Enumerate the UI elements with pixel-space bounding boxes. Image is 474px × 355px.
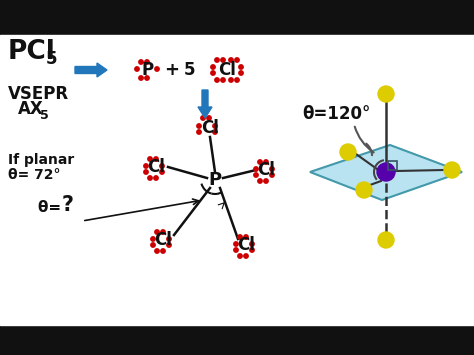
Circle shape bbox=[215, 78, 219, 82]
Circle shape bbox=[238, 235, 242, 239]
Circle shape bbox=[207, 116, 211, 120]
Circle shape bbox=[238, 254, 242, 258]
Circle shape bbox=[254, 173, 258, 177]
Text: Cl: Cl bbox=[218, 61, 236, 79]
Text: +: + bbox=[164, 61, 180, 79]
Polygon shape bbox=[310, 145, 462, 200]
Circle shape bbox=[234, 248, 238, 252]
Bar bbox=[0, 35, 474, 325]
Text: 5: 5 bbox=[184, 61, 196, 79]
Circle shape bbox=[229, 58, 233, 62]
Circle shape bbox=[213, 130, 217, 134]
Circle shape bbox=[197, 124, 201, 128]
Circle shape bbox=[356, 182, 372, 198]
Circle shape bbox=[135, 67, 139, 71]
Circle shape bbox=[264, 160, 268, 164]
Circle shape bbox=[221, 78, 225, 82]
Circle shape bbox=[254, 167, 258, 171]
Circle shape bbox=[270, 167, 274, 171]
Text: VSEPR: VSEPR bbox=[8, 85, 69, 103]
Circle shape bbox=[154, 176, 158, 180]
Circle shape bbox=[155, 67, 159, 71]
Circle shape bbox=[215, 58, 219, 62]
FancyArrow shape bbox=[75, 63, 107, 77]
Text: If planar: If planar bbox=[8, 153, 74, 167]
Circle shape bbox=[250, 242, 254, 246]
Bar bbox=[0, 0, 474, 35]
Text: Cl: Cl bbox=[257, 161, 275, 179]
Circle shape bbox=[244, 235, 248, 239]
Circle shape bbox=[139, 60, 143, 64]
Circle shape bbox=[160, 170, 164, 174]
Text: P: P bbox=[209, 171, 221, 189]
Circle shape bbox=[250, 248, 254, 252]
Text: θ= 72°: θ= 72° bbox=[8, 168, 61, 182]
Text: P: P bbox=[142, 61, 154, 79]
Circle shape bbox=[244, 254, 248, 258]
Circle shape bbox=[235, 58, 239, 62]
Circle shape bbox=[221, 58, 225, 62]
Circle shape bbox=[258, 179, 262, 183]
Text: PCl: PCl bbox=[8, 39, 56, 65]
Bar bbox=[388, 161, 397, 170]
Circle shape bbox=[201, 116, 205, 120]
Circle shape bbox=[144, 164, 148, 168]
Circle shape bbox=[235, 78, 239, 82]
Circle shape bbox=[167, 243, 171, 247]
Circle shape bbox=[161, 230, 165, 234]
Circle shape bbox=[161, 249, 165, 253]
Text: ?: ? bbox=[62, 195, 74, 215]
Circle shape bbox=[148, 157, 152, 161]
Circle shape bbox=[151, 243, 155, 247]
Circle shape bbox=[155, 249, 159, 253]
Text: AX: AX bbox=[18, 100, 44, 118]
Text: Cl: Cl bbox=[147, 158, 165, 176]
Circle shape bbox=[378, 232, 394, 248]
Circle shape bbox=[229, 78, 233, 82]
Circle shape bbox=[197, 130, 201, 134]
Circle shape bbox=[154, 157, 158, 161]
Circle shape bbox=[160, 164, 164, 168]
Text: Cl: Cl bbox=[154, 231, 172, 249]
Circle shape bbox=[258, 160, 262, 164]
Circle shape bbox=[155, 230, 159, 234]
Text: Cl: Cl bbox=[237, 236, 255, 254]
Circle shape bbox=[148, 176, 152, 180]
Text: Cl: Cl bbox=[201, 119, 219, 137]
Text: θ=: θ= bbox=[38, 200, 66, 215]
Bar bbox=[0, 325, 474, 355]
Text: 5: 5 bbox=[40, 109, 49, 122]
Circle shape bbox=[340, 144, 356, 160]
Circle shape bbox=[378, 86, 394, 102]
Circle shape bbox=[239, 65, 243, 69]
Circle shape bbox=[377, 163, 395, 181]
Circle shape bbox=[139, 76, 143, 80]
Circle shape bbox=[444, 162, 460, 178]
Text: θ=120°: θ=120° bbox=[302, 105, 370, 123]
Circle shape bbox=[264, 179, 268, 183]
Circle shape bbox=[151, 237, 155, 241]
Circle shape bbox=[167, 237, 171, 241]
Circle shape bbox=[145, 76, 149, 80]
Circle shape bbox=[211, 65, 215, 69]
Circle shape bbox=[144, 170, 148, 174]
Circle shape bbox=[211, 71, 215, 75]
Circle shape bbox=[234, 242, 238, 246]
Circle shape bbox=[270, 173, 274, 177]
Text: 5: 5 bbox=[46, 50, 57, 68]
Circle shape bbox=[239, 71, 243, 75]
Circle shape bbox=[213, 124, 217, 128]
Circle shape bbox=[145, 60, 149, 64]
FancyArrow shape bbox=[198, 90, 212, 118]
